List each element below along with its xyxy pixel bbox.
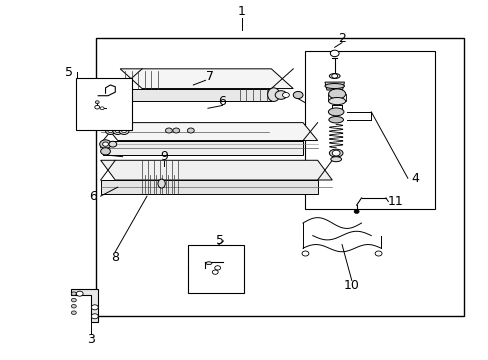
Text: 4: 4 — [410, 172, 418, 185]
Ellipse shape — [329, 149, 342, 157]
Ellipse shape — [329, 73, 339, 78]
Text: 6: 6 — [89, 190, 97, 203]
Text: 8: 8 — [111, 251, 119, 264]
Text: 2: 2 — [337, 32, 345, 45]
Text: 1: 1 — [238, 5, 245, 18]
Circle shape — [71, 298, 76, 302]
Ellipse shape — [267, 88, 279, 102]
Polygon shape — [101, 160, 331, 180]
Ellipse shape — [158, 179, 165, 188]
Circle shape — [353, 210, 358, 213]
Circle shape — [71, 292, 76, 296]
Circle shape — [71, 311, 76, 315]
Circle shape — [331, 74, 337, 78]
Circle shape — [100, 107, 104, 110]
Text: 3: 3 — [87, 333, 95, 346]
Circle shape — [102, 142, 108, 146]
Circle shape — [113, 127, 122, 134]
Circle shape — [214, 266, 220, 270]
Ellipse shape — [328, 117, 343, 123]
Circle shape — [172, 128, 179, 133]
Circle shape — [71, 305, 76, 308]
Circle shape — [165, 128, 172, 133]
Bar — [76, 78, 132, 130]
Polygon shape — [103, 140, 303, 155]
Circle shape — [212, 270, 218, 274]
Polygon shape — [120, 89, 271, 101]
Circle shape — [374, 251, 381, 256]
Circle shape — [76, 291, 83, 296]
Circle shape — [332, 118, 338, 122]
Circle shape — [293, 91, 303, 99]
Circle shape — [105, 127, 115, 134]
Circle shape — [101, 148, 110, 155]
Text: 11: 11 — [387, 195, 403, 208]
Circle shape — [108, 129, 113, 133]
Text: 10: 10 — [343, 279, 359, 292]
Polygon shape — [71, 289, 98, 321]
Circle shape — [109, 141, 117, 147]
Ellipse shape — [330, 157, 341, 162]
Ellipse shape — [205, 262, 211, 265]
Circle shape — [302, 251, 308, 256]
Ellipse shape — [328, 108, 343, 116]
Circle shape — [119, 127, 129, 134]
Polygon shape — [325, 82, 344, 90]
Bar — [188, 244, 244, 293]
Circle shape — [282, 93, 289, 98]
Circle shape — [95, 101, 99, 104]
Bar — [305, 51, 434, 209]
Ellipse shape — [328, 89, 345, 99]
Circle shape — [187, 128, 194, 133]
Text: 5: 5 — [65, 66, 73, 79]
Ellipse shape — [328, 98, 345, 105]
Circle shape — [100, 140, 111, 148]
Circle shape — [91, 305, 98, 310]
Circle shape — [122, 129, 126, 133]
Text: 7: 7 — [206, 69, 214, 82]
Circle shape — [115, 129, 120, 133]
Polygon shape — [120, 69, 293, 89]
Bar — [96, 39, 463, 316]
Text: 6: 6 — [218, 95, 226, 108]
Text: 5: 5 — [216, 234, 224, 247]
Circle shape — [95, 105, 100, 109]
Circle shape — [331, 150, 339, 156]
Polygon shape — [101, 180, 317, 194]
Circle shape — [331, 109, 339, 115]
Text: 9: 9 — [160, 150, 168, 163]
Ellipse shape — [325, 84, 344, 89]
Circle shape — [330, 50, 338, 57]
Circle shape — [91, 314, 98, 319]
Circle shape — [275, 91, 286, 99]
Polygon shape — [103, 123, 317, 140]
